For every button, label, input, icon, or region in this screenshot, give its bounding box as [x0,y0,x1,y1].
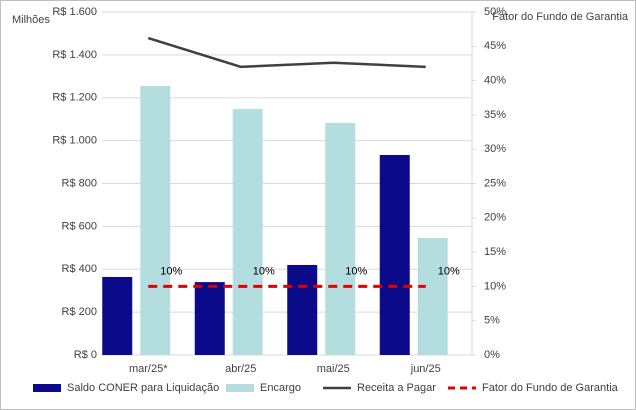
y-tick-label: R$ 1.200 [52,92,97,104]
bar [287,264,318,355]
y2-tick-label: 40% [484,75,506,87]
bar [325,123,356,355]
x-tick-label: mai/25 [317,363,350,375]
y-tick-label: R$ 1.400 [52,49,97,61]
legend-swatch [226,384,254,392]
y2-tick-label: 45% [484,40,506,52]
data-label: 10% [438,265,460,277]
y2-tick-label: 25% [484,177,506,189]
bar [417,237,448,355]
y2-tick-label: 5% [484,315,500,327]
y2-tick-label: 10% [484,280,506,292]
legend-label: Receita a Pagar [357,382,436,394]
data-label: 10% [345,265,367,277]
bar [232,109,263,355]
legend-label: Fator do Fundo de Garantia [482,382,619,394]
y2-tick-label: 50% [484,6,506,18]
bar [140,85,171,355]
y-tick-label: R$ 400 [62,263,97,275]
y2-tick-label: 20% [484,212,506,224]
legend-label: Saldo CONER para Liquidação [67,382,219,394]
y2-tick-label: 15% [484,246,506,258]
bar [102,276,133,355]
legend-label: Encargo [260,382,301,394]
legend-swatch [33,384,61,392]
y-tick-label: R$ 0 [74,349,97,361]
bar [379,154,410,355]
x-tick-label: jun/25 [410,363,441,375]
y2-tick-label: 35% [484,109,506,121]
x-tick-label: mar/25* [129,363,168,375]
y2-tick-label: 30% [484,143,506,155]
y-tick-label: R$ 200 [62,306,97,318]
y-tick-label: R$ 1.600 [52,6,97,18]
line-series [147,36,426,69]
y-tick-label: R$ 800 [62,177,97,189]
y2-tick-label: 0% [484,349,500,361]
y2-axis-title: Fator do Fundo de Garantia [492,11,629,23]
y-tick-label: R$ 1.000 [52,135,97,147]
data-label: 10% [160,265,182,277]
bar [194,282,225,355]
data-label: 10% [253,265,275,277]
y-tick-label: R$ 600 [62,220,97,232]
x-tick-label: abr/25 [225,363,256,375]
y-axis-title: Milhões [12,14,50,26]
